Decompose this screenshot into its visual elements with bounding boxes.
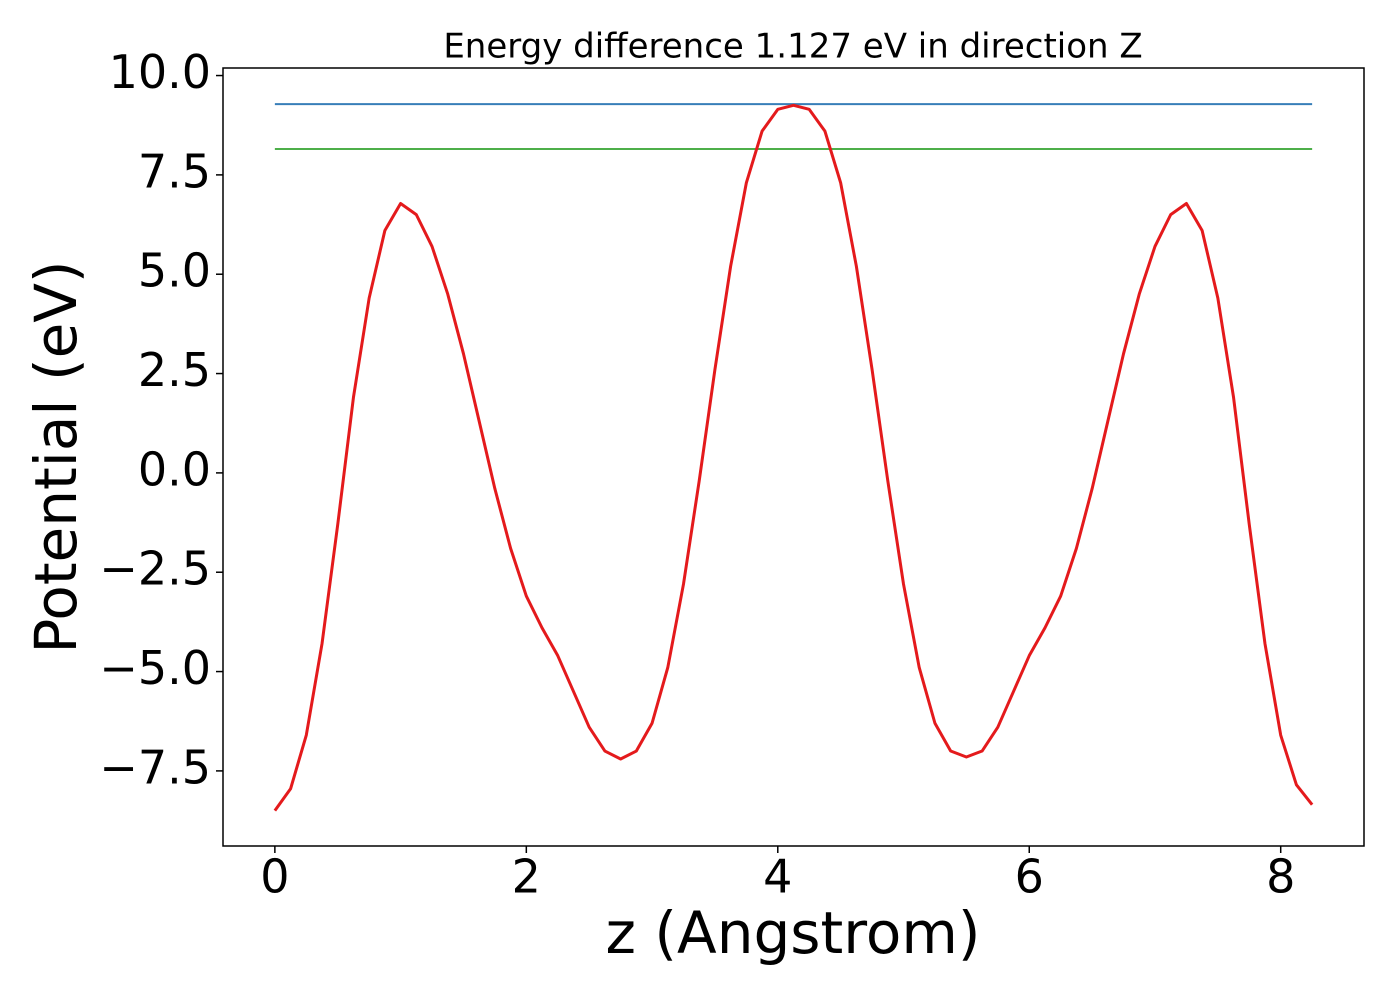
y-tick-label: 0.0: [138, 442, 211, 496]
y-tick-label: −7.5: [99, 740, 211, 794]
plot-frame: [222, 67, 1365, 847]
x-tick-label: 4: [763, 850, 792, 904]
y-tick-label: 5.0: [138, 244, 211, 298]
x-tick-label: 6: [1015, 850, 1044, 904]
chart-title: Energy difference 1.127 eV in direction …: [443, 27, 1142, 67]
y-tick-label: 10.0: [109, 45, 211, 99]
y-axis-label: Potential (eV): [22, 260, 90, 653]
x-tick-label: 8: [1266, 850, 1295, 904]
y-tick-label: −5.0: [99, 641, 211, 695]
x-tick-label: 2: [512, 850, 541, 904]
x-tick-label: 0: [260, 850, 289, 904]
data-line: [273, 103, 1314, 812]
y-tick-label: −2.5: [99, 542, 211, 596]
x-axis-label: z (Angstrom): [606, 899, 981, 967]
y-tick-label: 7.5: [138, 144, 211, 198]
y-tick-label: 2.5: [138, 343, 211, 397]
